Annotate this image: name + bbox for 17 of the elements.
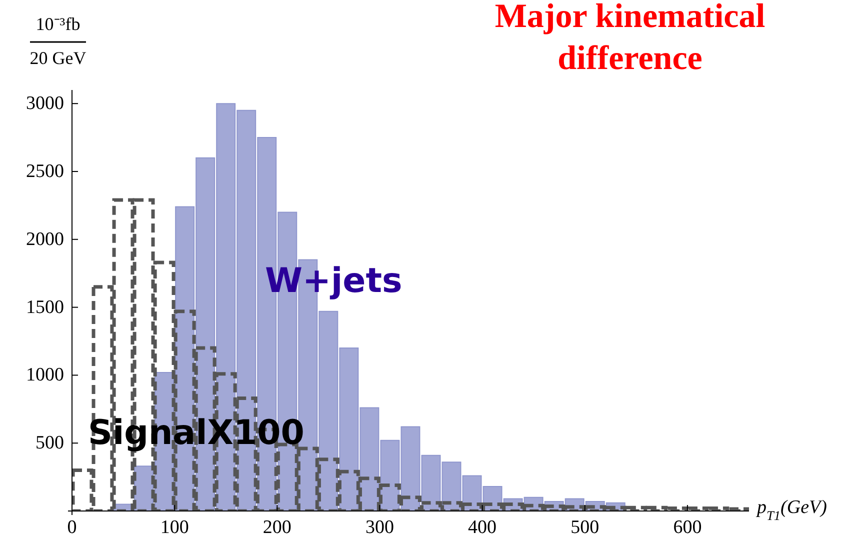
x-tick-label: 0	[67, 517, 77, 536]
series-label: W+jets	[265, 261, 402, 301]
x-tick-label: 200	[262, 517, 292, 536]
x-tick-label: 500	[570, 517, 600, 536]
y-tick-label: 2000	[26, 228, 64, 250]
y-tick-label: 1500	[26, 296, 64, 318]
y-axis-title: 10⁻³fb 20 GeV	[30, 14, 86, 68]
y-tick-label: 3000	[26, 93, 64, 114]
x-tick-label: 600	[673, 517, 702, 536]
x-tick-label: 300	[365, 517, 394, 536]
chart-title: Major kinematical difference	[494, 0, 766, 79]
y-tick-label: 500	[36, 432, 64, 454]
x-tick-label: 400	[468, 517, 497, 536]
y-tick-label: 2500	[26, 160, 64, 182]
x-tick-label: 100	[160, 517, 189, 536]
x-axis-title: p$_{T1}$(GeV)	[755, 497, 827, 523]
y-tick-label: 1000	[26, 364, 64, 386]
